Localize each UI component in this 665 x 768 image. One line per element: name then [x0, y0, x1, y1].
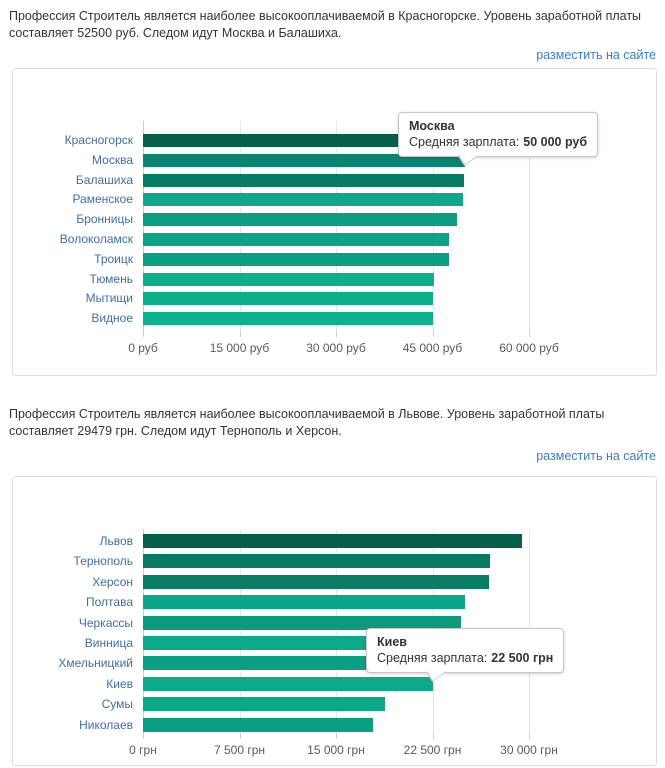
category-label: Раменское — [72, 192, 133, 207]
category-label: Львов — [99, 534, 133, 548]
bar[interactable] — [143, 534, 523, 548]
axis-tick-label: 0 грн — [129, 743, 157, 757]
bar[interactable] — [143, 272, 434, 286]
axis-tick-label: 30 000 грн — [500, 743, 558, 757]
axis-tick-label: 7 500 грн — [213, 743, 266, 757]
chart-panel-grn: 0 грн 7 500 грн 15 000 грн 22 500 грн 30 000… — [12, 476, 657, 766]
tooltip-city: Киев — [377, 635, 407, 649]
axis-tick — [143, 733, 144, 739]
chart-panel-rub: 0 руб 15 000 руб 30 000 руб 45 000 руб 60 00… — [12, 68, 657, 376]
category-label: Бронницы — [76, 212, 133, 227]
axis-tick-label: 30 000 руб — [306, 341, 366, 355]
category-label: Тернополь — [73, 554, 133, 569]
tooltip-city: Москва — [409, 119, 455, 133]
bar[interactable] — [143, 233, 450, 246]
bar[interactable] — [143, 134, 481, 147]
bar[interactable] — [143, 252, 449, 266]
category-label: Балашиха — [75, 172, 133, 187]
category-label: Красногорск — [64, 133, 133, 147]
bar[interactable] — [143, 193, 463, 207]
gridline — [336, 529, 337, 733]
category-label: Троицк — [94, 251, 133, 266]
category-label: Тюмень — [89, 271, 133, 286]
bar[interactable] — [143, 574, 490, 589]
axis-tick — [336, 733, 337, 739]
category-label: Видное — [91, 311, 133, 326]
axis-tick — [336, 331, 337, 337]
gridline — [529, 121, 530, 331]
bar[interactable] — [143, 554, 491, 569]
tooltip-salary-line: Средняя зарплата: 50 000 руб — [409, 134, 587, 150]
summary-text-grn: Профессия Строитель является наиболее вы… — [9, 407, 605, 438]
axis-tick — [432, 331, 434, 337]
bar[interactable] — [143, 676, 433, 691]
summary-text-rub: Профессия Строитель является наиболее вы… — [9, 9, 642, 40]
salary-bar-chart-rub: 0 руб 15 000 руб 30 000 руб 45 000 руб 60 00… — [13, 69, 656, 375]
axis-tick-label: 15 000 руб — [209, 341, 270, 355]
bar[interactable] — [143, 173, 465, 187]
embed-on-site-link-2[interactable]: разместить на сайте — [536, 449, 656, 463]
bar[interactable] — [143, 717, 374, 732]
bar[interactable] — [143, 697, 385, 712]
category-label: Черкассы — [78, 615, 133, 630]
axis-tick — [239, 733, 241, 739]
axis-zero-line — [143, 529, 144, 733]
bar[interactable] — [143, 656, 439, 671]
axis-tick-label: 15 000 грн — [307, 743, 365, 757]
category-label: Волоколамск — [59, 232, 133, 246]
tooltip-moskva: Москва Средняя зарплата: 50 000 руб — [398, 112, 599, 166]
axis-tick-label: 45 000 руб — [402, 341, 463, 355]
tooltip-salary-value: 50 000 руб — [523, 135, 588, 149]
tooltip-salary-label: Средняя зарплата: — [409, 135, 520, 149]
salary-bar-chart-grn: 0 грн 7 500 грн 15 000 грн 22 500 грн 30 000… — [13, 477, 656, 765]
bar[interactable] — [143, 312, 433, 326]
axis-tick — [529, 733, 530, 739]
category-label: Сумы — [101, 697, 133, 712]
tooltip-salary-value: 22 500 грн — [491, 651, 554, 665]
axis-tick-label: 60 000 руб — [499, 341, 559, 355]
category-label: Полтава — [86, 595, 133, 610]
axis-tick — [529, 331, 530, 337]
bar[interactable] — [143, 213, 457, 227]
bar[interactable] — [143, 292, 434, 306]
gridline — [239, 529, 241, 733]
category-label: Николаев — [79, 717, 133, 732]
tooltip-salary-label: Средняя зарплата: — [377, 651, 488, 665]
bar[interactable] — [143, 595, 465, 610]
bar[interactable] — [143, 153, 465, 167]
tooltip-kiev: Киев Средняя зарплата: 22 500 грн — [366, 628, 565, 682]
embed-on-site-link-1[interactable]: разместить на сайте — [536, 48, 656, 62]
bar[interactable] — [143, 615, 461, 630]
axis-tick-label: 22 500 грн — [403, 743, 462, 757]
category-label: Винница — [84, 636, 133, 650]
category-label: Хмельницкий — [58, 656, 133, 671]
axis-tick — [239, 331, 241, 337]
axis-tick-label: 0 руб — [128, 341, 158, 355]
axis-tick — [432, 733, 434, 739]
axis-tick — [143, 331, 144, 337]
tooltip-salary-line: Средняя зарплата: 22 500 грн — [377, 650, 553, 666]
category-label: Москва — [92, 152, 133, 167]
category-label: Киев — [106, 676, 133, 691]
category-label: Херсон — [92, 574, 133, 589]
category-label: Мытищи — [85, 291, 133, 306]
